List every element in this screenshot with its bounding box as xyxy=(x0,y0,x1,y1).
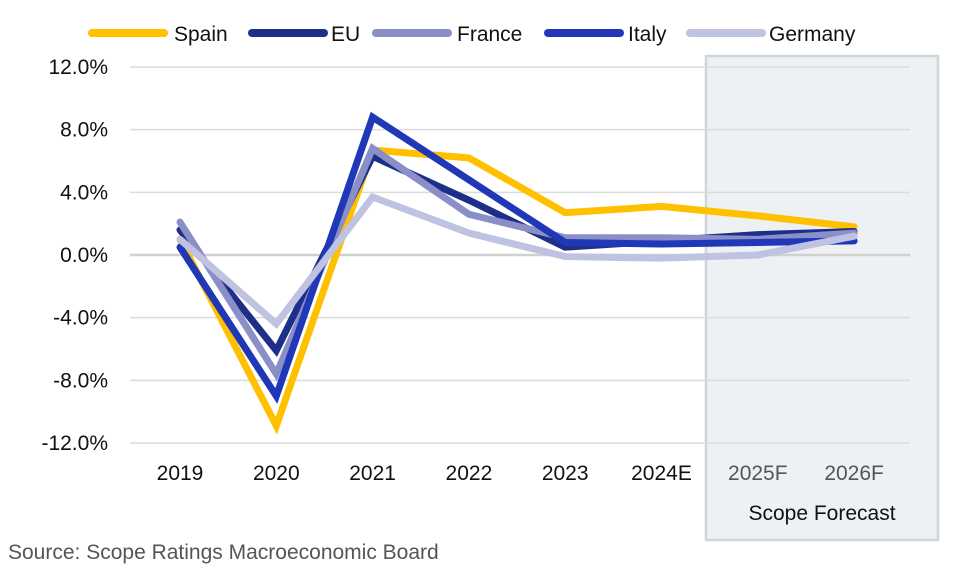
legend-label-france: France xyxy=(457,23,522,46)
x-tick-label: 2021 xyxy=(349,462,396,485)
legend-label-italy: Italy xyxy=(628,23,667,46)
legend: Spain EU France Italy Germany xyxy=(88,23,856,46)
forecast-label: Scope Forecast xyxy=(748,502,895,525)
series-line-germany xyxy=(176,192,858,330)
x-tick-label: 2019 xyxy=(157,462,204,485)
x-tick-label: 2025F xyxy=(728,462,788,485)
source-note: Source: Scope Ratings Macroeconomic Boar… xyxy=(8,541,439,564)
y-tick-label: -8.0% xyxy=(53,369,108,392)
x-tick-label: 2024E xyxy=(631,462,692,485)
series-lines xyxy=(176,111,858,435)
y-tick-label: 4.0% xyxy=(60,181,108,204)
legend-label-eu: EU xyxy=(331,23,360,46)
x-tick-label: 2020 xyxy=(253,462,300,485)
grid-lines xyxy=(130,66,910,444)
y-tick-label: -12.0% xyxy=(41,432,108,455)
x-tick-label: 2023 xyxy=(542,462,589,485)
x-tick-label: 2026F xyxy=(824,462,884,485)
y-tick-label: -4.0% xyxy=(53,307,108,330)
x-tick-label: 2022 xyxy=(446,462,493,485)
y-tick-label: 8.0% xyxy=(60,119,108,142)
series-line-france xyxy=(176,143,858,382)
series-line-italy xyxy=(176,111,858,404)
legend-label-spain: Spain xyxy=(174,23,228,46)
y-tick-label: 0.0% xyxy=(60,244,108,267)
y-axis: 12.0% 8.0% 4.0% 0.0% -4.0% -8.0% -12.0% xyxy=(41,56,108,455)
x-axis: 2019 2020 2021 2022 2023 2024E 2025F 2026F xyxy=(157,462,884,485)
y-tick-label: 12.0% xyxy=(48,56,108,79)
forecast-region xyxy=(704,54,940,542)
legend-label-germany: Germany xyxy=(769,23,856,46)
series-line-spain xyxy=(176,146,858,435)
